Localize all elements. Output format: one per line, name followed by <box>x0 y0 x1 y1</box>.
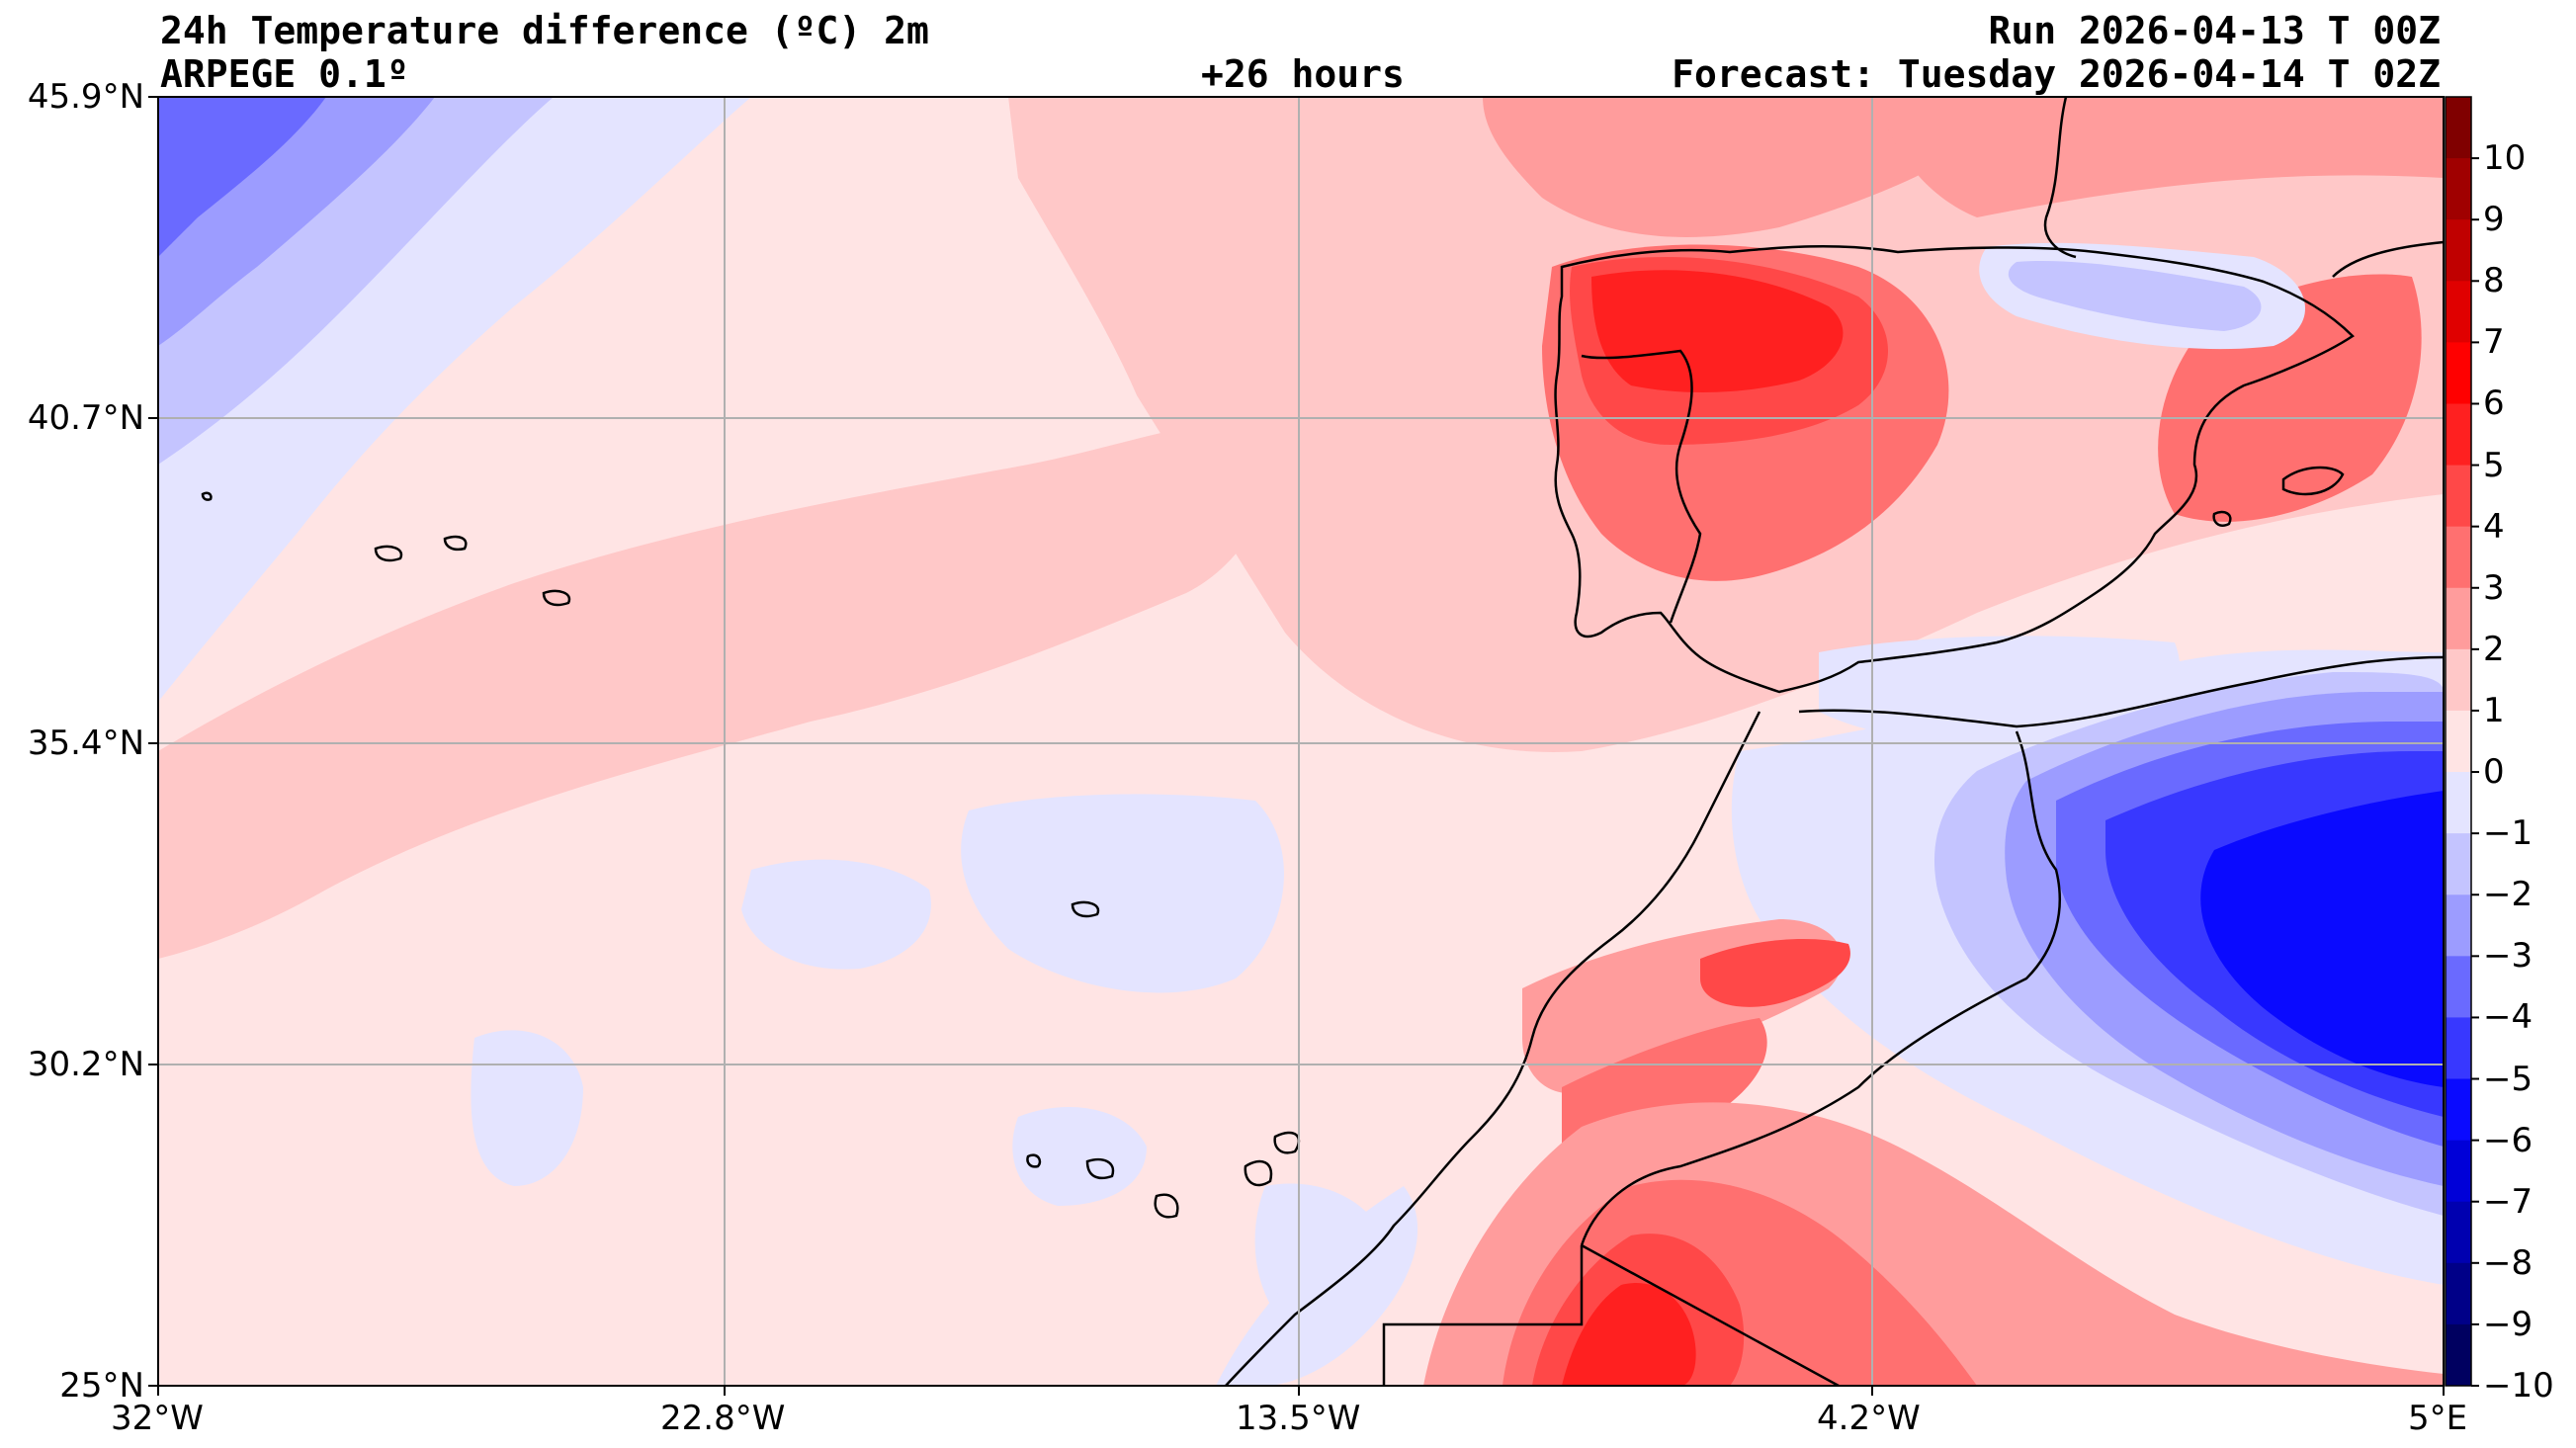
colorbar-swatch <box>2446 465 2471 528</box>
lon-label-4-2w: 4.2°W <box>1817 1399 1921 1438</box>
western-sahara-border <box>1382 1243 1840 1386</box>
lat-label-45-9: 45.9°N <box>27 77 144 117</box>
colorbar-tick-label: −8 <box>2483 1242 2533 1283</box>
lead-time: +26 hours <box>1201 52 1405 96</box>
map-title: 24h Temperature difference (ºC) 2m <box>160 9 929 52</box>
canary-islands <box>1026 1131 1301 1219</box>
canaries-cool-patch-2 <box>741 859 931 970</box>
portugal-border <box>1581 349 1702 624</box>
morocco-coastline <box>1225 711 1761 1386</box>
lon-label-13-5w: 13.5°W <box>1236 1399 1361 1438</box>
canaries-cool-patch <box>961 794 1284 993</box>
colorbar-tick-label: 6 <box>2483 383 2505 424</box>
lon-label-5e: 5°E <box>2408 1399 2468 1438</box>
colorbar-swatch <box>2446 894 2471 957</box>
colorbar-tick-label: 10 <box>2483 138 2527 179</box>
colorbar-tick-label: −10 <box>2483 1366 2554 1405</box>
forecast-time: Forecast: Tuesday 2026-04-14 T 02Z <box>1672 52 2441 96</box>
colorbar-tick-label: −1 <box>2483 813 2533 854</box>
graticule <box>158 97 2444 1386</box>
colorbar-tick-label: −6 <box>2483 1120 2533 1160</box>
colorbar-tick-label: −5 <box>2483 1059 2533 1099</box>
algeria-coastline <box>1798 655 2444 728</box>
lon-label-32w: 32°W <box>111 1399 204 1438</box>
morocco-algeria-border <box>1580 730 2061 1246</box>
colorbar-tick-label: 4 <box>2483 506 2505 547</box>
canaries-cool-patch-3 <box>471 1030 583 1186</box>
colorbar-swatch <box>2446 403 2471 467</box>
colorbar <box>2445 96 2479 1387</box>
algeria-cool-zone-6 <box>2200 791 2444 1087</box>
canaries-cool-patch-5 <box>1012 1107 1147 1206</box>
colorbar-tick-label: 3 <box>2483 567 2505 608</box>
colorbar-swatch <box>2446 1201 2471 1264</box>
colorbar-frame <box>2445 96 2472 1387</box>
map-frame <box>157 96 2445 1387</box>
atlantic-cool-zone-4 <box>158 97 326 257</box>
atlantic-warm-band <box>158 415 1277 959</box>
lon-label-22-8w: 22.8°W <box>660 1399 786 1438</box>
axis-ticks <box>148 96 2445 1396</box>
sahara-warm-zone-4 <box>1562 1283 1696 1386</box>
colorbar-tick-label: 8 <box>2483 261 2505 301</box>
colorbar-tick-label: 2 <box>2483 629 2505 669</box>
lat-label-35-4: 35.4°N <box>27 724 144 763</box>
colorbar-tick-label: 5 <box>2483 445 2505 485</box>
colorbar-swatch <box>2446 219 2471 282</box>
colorbar-swatch <box>2446 526 2471 589</box>
colorbar-swatch <box>2446 342 2471 404</box>
colorbar-swatch <box>2446 833 2471 895</box>
iberia-warm-core-3 <box>1591 270 1844 392</box>
colorbar-tick-label: −3 <box>2483 936 2533 977</box>
colorbar-tick-label: 0 <box>2483 752 2505 793</box>
colorbar-swatch <box>2446 281 2471 343</box>
biscay-warm-zone-3 <box>1878 97 2444 217</box>
temperature-field <box>158 97 2444 1386</box>
run-time: Run 2026-04-13 T 00Z <box>1988 9 2441 52</box>
colorbar-swatch <box>2446 710 2471 773</box>
france-coastline <box>2043 97 2444 278</box>
colorbar-swatch <box>2446 587 2471 650</box>
coastlines <box>201 97 2444 1386</box>
atlas-warm-core <box>1700 939 1850 1007</box>
colorbar-tick-label: −7 <box>2483 1181 2533 1222</box>
balearic-islands <box>2212 466 2345 527</box>
model-name: ARPEGE 0.1º <box>160 52 409 96</box>
lat-label-40-7: 40.7°N <box>27 398 144 438</box>
colorbar-tick-label: 9 <box>2483 200 2505 240</box>
colorbar-swatch <box>2446 1017 2471 1080</box>
colorbar-swatch <box>2446 1078 2471 1142</box>
colorbar-swatch <box>2446 648 2471 712</box>
lat-label-30-2: 30.2°N <box>27 1045 144 1084</box>
colorbar-swatch <box>2446 158 2471 220</box>
colorbar-tick-label: −9 <box>2483 1304 2533 1344</box>
colorbar-swatch <box>2446 956 2471 1018</box>
colorbar-tick-label: 1 <box>2483 690 2505 730</box>
colorbar-swatch <box>2446 97 2471 159</box>
iberia-coastline <box>1554 244 2355 694</box>
colorbar-swatch <box>2446 1262 2471 1325</box>
colorbar-swatch <box>2446 1140 2471 1203</box>
madeira-islands <box>1071 900 1100 918</box>
colorbar-swatch <box>2446 772 2471 834</box>
colorbar-swatch <box>2446 1323 2471 1387</box>
lat-label-25: 25°N <box>59 1366 144 1405</box>
colorbar-tick-label: −4 <box>2483 997 2533 1038</box>
azores-islands <box>201 491 571 607</box>
colorbar-tick-label: 7 <box>2483 322 2505 363</box>
pyrenees-cool-zone-2 <box>2008 261 2262 331</box>
colorbar-tick-label: −2 <box>2483 875 2533 915</box>
coastal-cool-strip <box>1216 1186 1418 1386</box>
